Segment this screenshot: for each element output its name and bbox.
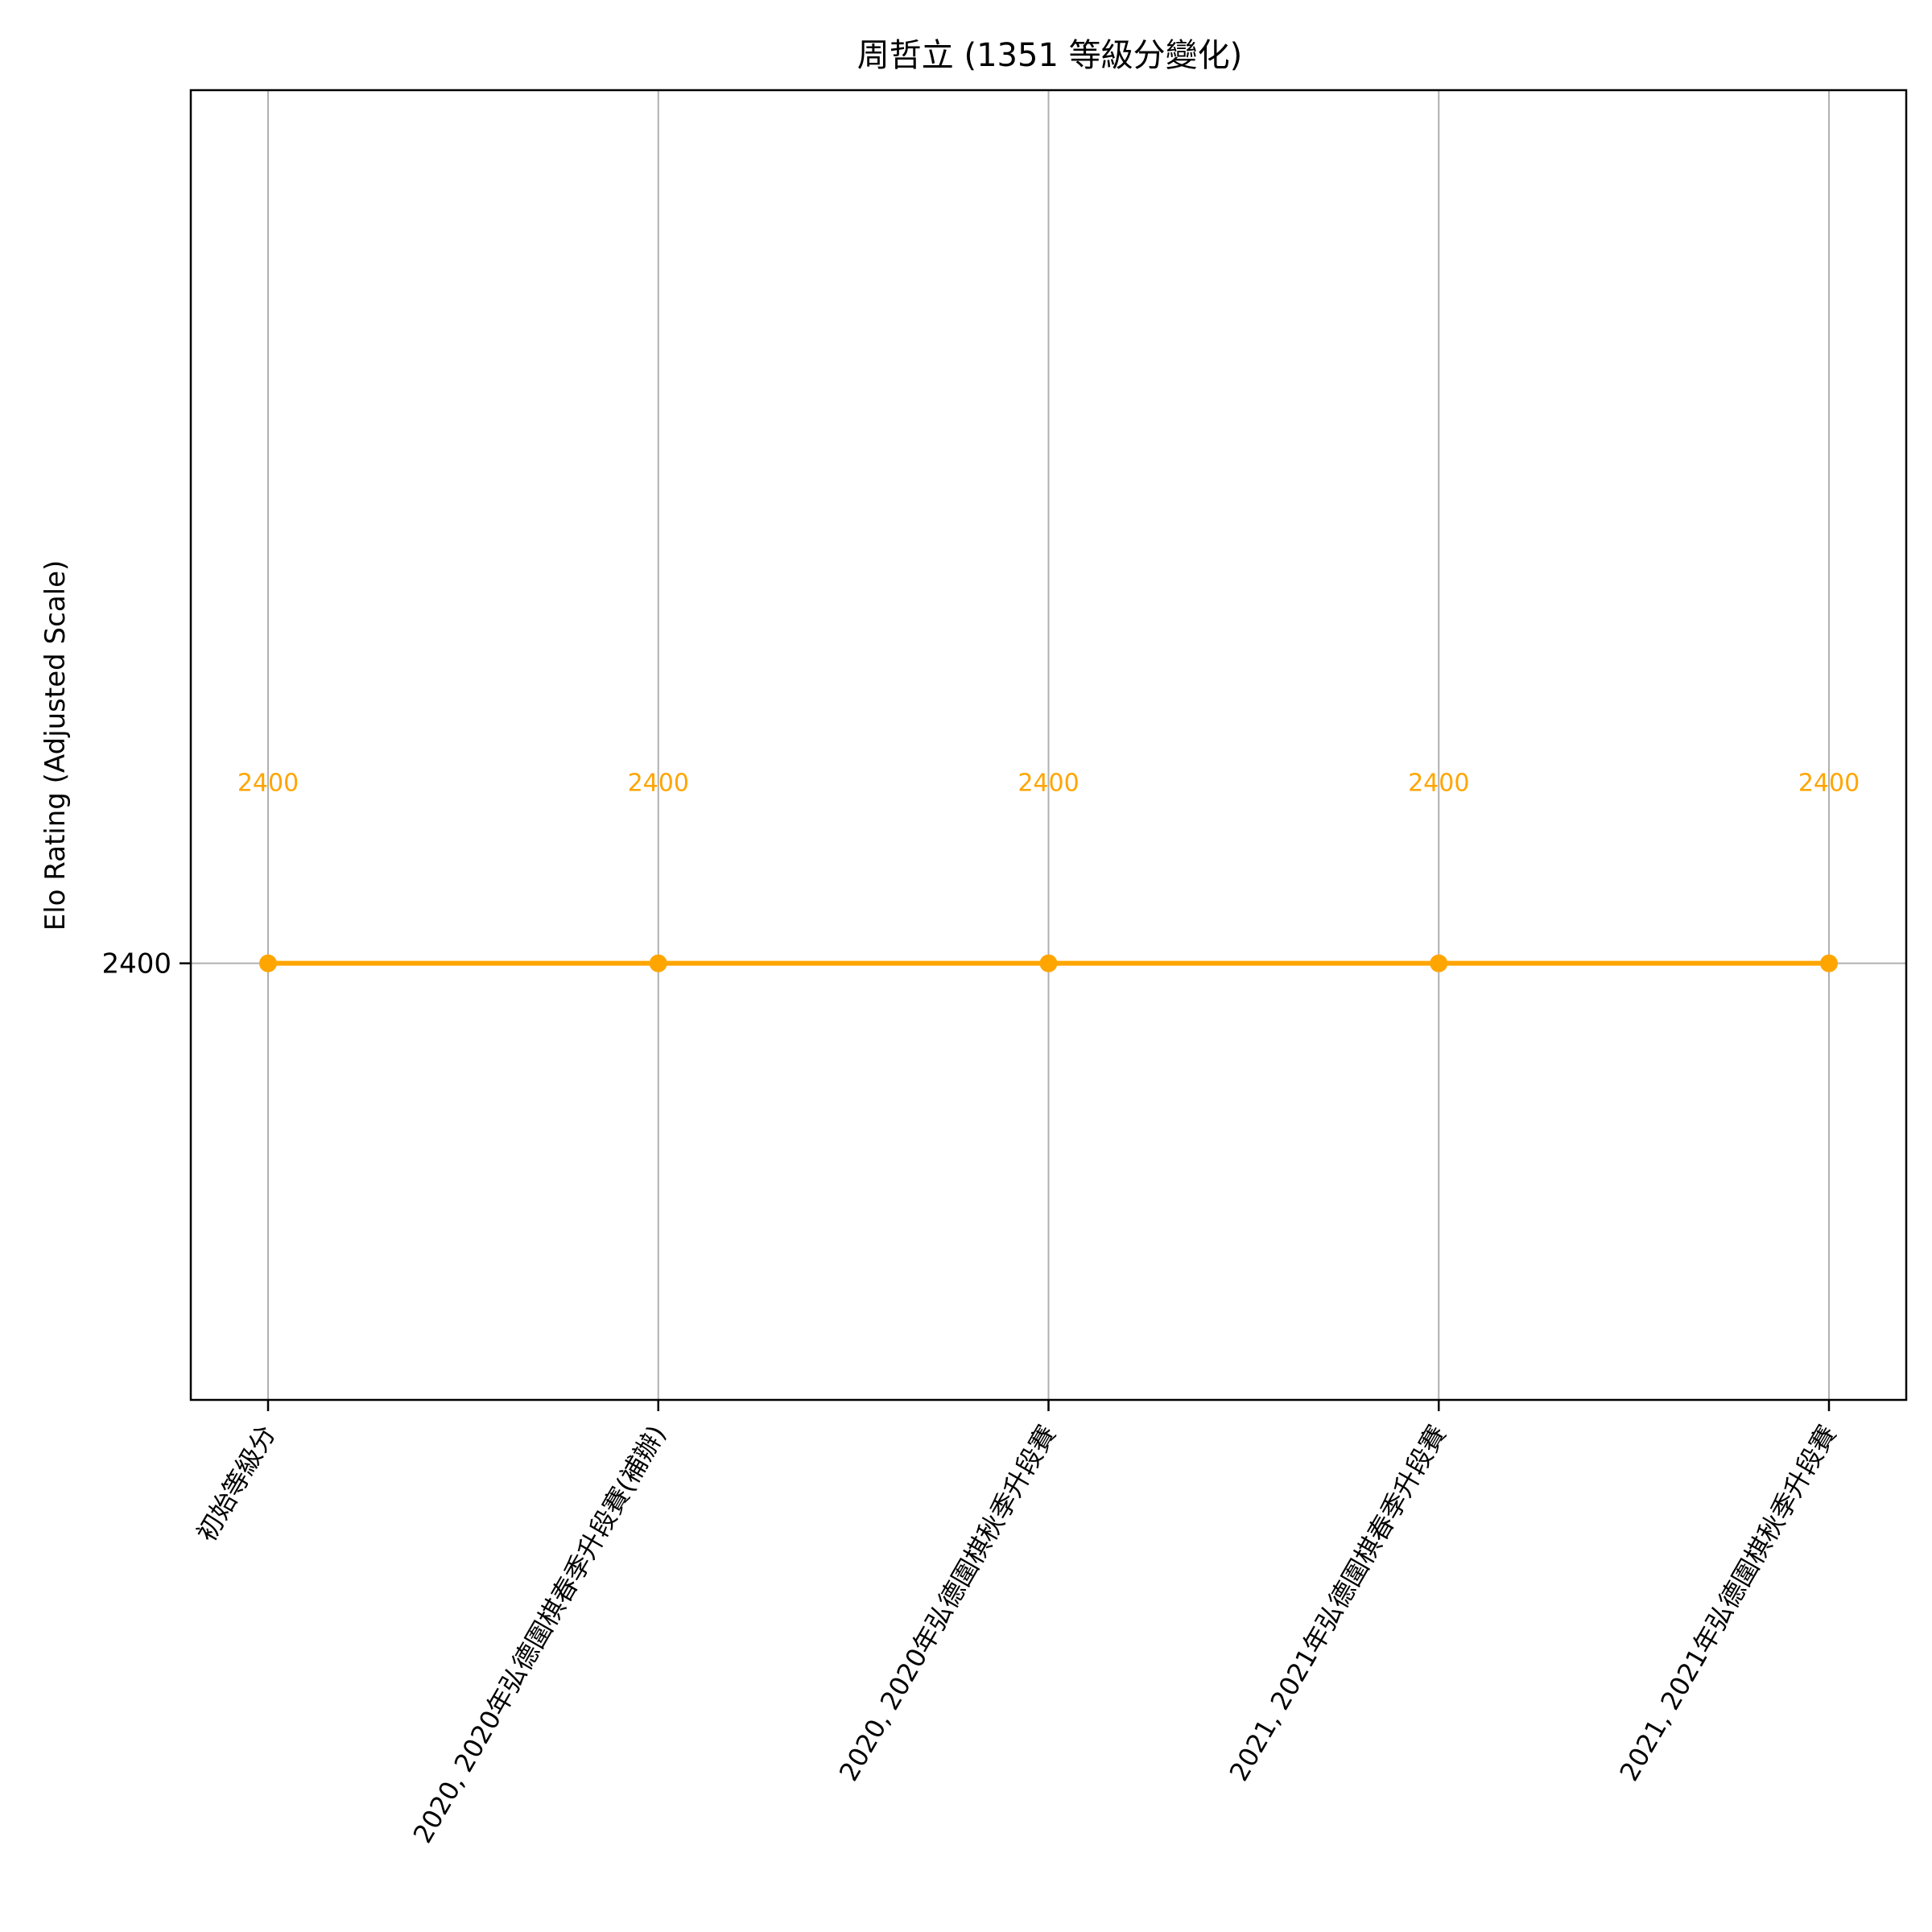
chart-title: 周哲立 (1351 等級分變化) [857, 37, 1242, 74]
axes-frame [189, 89, 1908, 1402]
y-tick-label: 2400 [101, 948, 171, 980]
data-label: 2400 [1798, 770, 1860, 798]
data-point [1039, 954, 1058, 972]
data-point [259, 954, 277, 972]
data-label: 2400 [1408, 770, 1469, 798]
data-label-layer: 2400 2400 2400 2400 2400 [237, 770, 1860, 798]
y-axis-label: Elo Rating (Adjusted Scale) [39, 560, 72, 931]
data-point [1820, 954, 1838, 972]
series-line-layer [259, 954, 1838, 972]
data-point [649, 954, 667, 972]
data-point [1430, 954, 1448, 972]
data-label: 2400 [1018, 770, 1079, 798]
data-label: 2400 [237, 770, 299, 798]
data-label: 2400 [628, 770, 689, 798]
